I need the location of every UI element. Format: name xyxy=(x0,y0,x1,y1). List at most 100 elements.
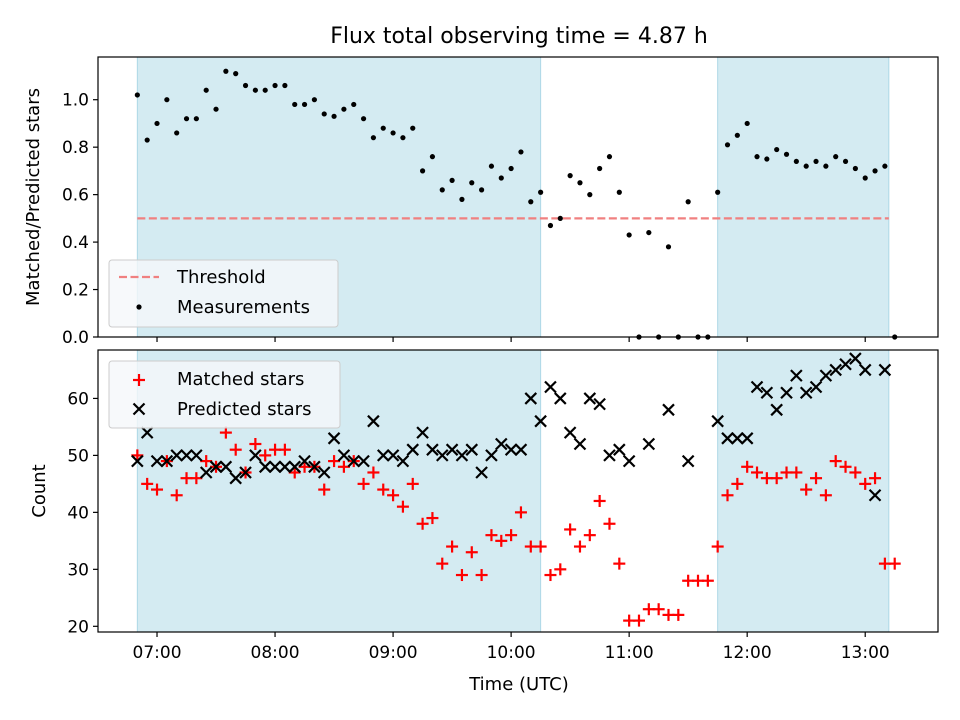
predicted-stars-point xyxy=(563,426,577,439)
y-tick-label: 20 xyxy=(67,617,89,637)
matched-stars-point xyxy=(229,443,242,456)
matched-stars-point xyxy=(721,489,734,502)
matched-stars-point xyxy=(751,466,764,479)
matched-stars-point xyxy=(603,517,616,530)
predicted-stars-point xyxy=(829,363,842,377)
matched-stars-point xyxy=(790,466,803,479)
predicted-stars-point xyxy=(740,432,754,445)
predicted-stars-point xyxy=(790,369,803,382)
measurements-point xyxy=(252,87,258,93)
predicted-stars-point xyxy=(681,454,695,468)
predicted-stars-point xyxy=(731,432,744,445)
predicted-stars-point xyxy=(475,466,488,479)
measurements-point xyxy=(292,101,298,108)
measurements-point xyxy=(390,130,396,136)
predicted-stars-point xyxy=(495,437,508,451)
y-tick-label: 40 xyxy=(67,503,89,523)
measurements-point xyxy=(410,125,416,131)
matched-stars-point xyxy=(426,512,439,525)
measurements-point xyxy=(872,168,878,174)
top-panel: 0.0 0.2 0.4 0.6 0.8 1.0 Matched/Predicted sta… xyxy=(23,56,939,348)
top-y-axis-label: Matched/Predicted stars xyxy=(23,88,44,306)
matched-stars-point xyxy=(849,466,862,479)
measurements-point xyxy=(734,132,740,138)
matched-stars-point xyxy=(829,455,842,468)
y-tick-label: 50 xyxy=(67,446,89,466)
predicted-stars-point xyxy=(544,380,557,394)
y-tick-label: 1.0 xyxy=(62,91,89,111)
measurements-point xyxy=(793,158,799,165)
measurements-point xyxy=(557,215,563,221)
matched-stars-point xyxy=(170,489,183,502)
measurements-point xyxy=(164,97,170,103)
measurements-point xyxy=(419,168,426,174)
measurements-point xyxy=(538,189,544,195)
matched-stars-point xyxy=(534,540,547,553)
predicted-stars-point xyxy=(396,454,410,468)
y-tick-label: 0.0 xyxy=(62,328,89,348)
matched-stars-point xyxy=(711,540,724,553)
matched-stars-point xyxy=(810,472,823,485)
matched-stars-point xyxy=(131,449,144,462)
matched-stars-point xyxy=(770,472,783,485)
predicted-stars-point xyxy=(554,392,567,405)
measurements-point xyxy=(803,163,809,169)
predicted-stars-point xyxy=(819,369,833,382)
matched-stars-point xyxy=(259,449,272,462)
predicted-stars-point xyxy=(170,449,183,462)
predicted-stars-point xyxy=(249,449,262,462)
legend-predicted-label: Predicted stars xyxy=(177,399,311,420)
y-tick-label: 0.4 xyxy=(62,233,89,253)
matched-stars-point xyxy=(632,614,645,627)
legend-measurements-swatch xyxy=(136,304,142,310)
measurements-point xyxy=(626,232,632,238)
predicted-stars-point xyxy=(465,443,479,456)
bottom-legend: Matched stars Predicted stars xyxy=(108,360,341,429)
predicted-stars-point xyxy=(347,454,361,468)
y-tick-label: 0.8 xyxy=(62,138,89,158)
measurements-point xyxy=(724,142,731,148)
matched-stars-point xyxy=(731,477,744,490)
matched-stars-point xyxy=(573,540,586,553)
matched-stars-point xyxy=(357,477,370,490)
matched-stars-point xyxy=(249,438,262,450)
predicted-stars-point xyxy=(780,386,793,400)
measurements-point xyxy=(744,120,750,127)
legend-measurements-label: Measurements xyxy=(177,297,310,318)
predicted-stars-point xyxy=(278,460,292,474)
matched-stars-point xyxy=(387,489,400,502)
predicted-stars-point xyxy=(770,403,783,417)
predicted-stars-point xyxy=(209,460,223,474)
predicted-stars-point xyxy=(268,460,282,474)
measurements-point xyxy=(646,229,652,236)
predicted-stars-point xyxy=(317,466,331,479)
top-legend-box xyxy=(108,259,339,328)
matched-stars-point xyxy=(485,529,498,542)
measurements-point xyxy=(134,92,140,98)
measurements-point xyxy=(498,175,504,181)
measurements-point xyxy=(272,82,278,89)
predicted-stars-point xyxy=(760,386,774,400)
measurements-point xyxy=(882,163,888,169)
predicted-stars-point xyxy=(337,449,351,462)
matched-stars-point xyxy=(819,489,832,502)
bottom-panel: 20 30 40 50 60 07:00 08:00 09:00 10:00 11:00 12:0… xyxy=(29,349,939,663)
matched-stars-point xyxy=(514,506,527,519)
predicted-stars-point xyxy=(180,449,193,462)
matched-stars-point xyxy=(278,443,291,456)
measurements-point xyxy=(842,158,849,165)
measurements-point xyxy=(242,82,249,89)
measurements-point xyxy=(380,125,386,131)
predicted-stars-point xyxy=(642,437,656,451)
measurements-point xyxy=(174,130,180,136)
measurements-point xyxy=(783,151,790,157)
predicted-stars-point xyxy=(140,426,154,439)
matched-stars-point xyxy=(190,472,203,485)
measurements-point xyxy=(262,87,268,93)
matched-stars-point xyxy=(446,540,459,553)
predicted-stars-point xyxy=(416,426,429,439)
predicted-stars-point xyxy=(662,403,675,417)
y-tick-label: 0.2 xyxy=(62,281,89,301)
matched-stars-point xyxy=(141,477,154,490)
measurements-point xyxy=(774,146,780,153)
